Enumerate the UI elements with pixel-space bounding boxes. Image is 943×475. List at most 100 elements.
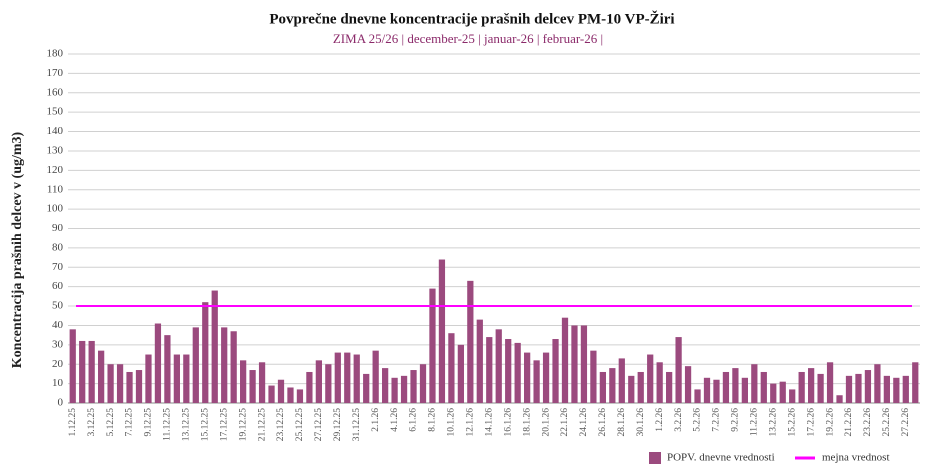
bar	[789, 389, 796, 403]
y-tick-label: 0	[58, 397, 64, 409]
bar	[495, 329, 502, 403]
bar	[902, 375, 909, 403]
bar	[533, 360, 540, 403]
bar	[666, 371, 673, 403]
y-tick-label: 140	[47, 125, 64, 137]
bar	[571, 325, 578, 403]
x-tick-label: 27.2.26	[901, 408, 911, 437]
x-tick-label: 15.2.26	[787, 408, 797, 437]
bar	[69, 329, 76, 403]
bar	[98, 350, 105, 403]
bar	[524, 352, 531, 403]
bar	[675, 337, 682, 403]
bar	[457, 344, 464, 403]
bar	[419, 364, 427, 403]
bar	[703, 377, 711, 403]
y-tick-label: 80	[52, 241, 64, 253]
bar	[315, 360, 322, 403]
x-tick-label: 25.12.25	[295, 408, 305, 442]
y-axis-label: Koncentracija prašnih delcev v (ug/m3)	[10, 131, 25, 368]
bar	[912, 362, 919, 403]
legend-label: POPV. dnevne vrednosti	[667, 452, 775, 464]
bar	[561, 317, 569, 403]
x-tick-label: 1.12.25	[68, 408, 78, 437]
x-tick-label: 18.1.26	[522, 408, 532, 437]
x-tick-label: 25.2.26	[882, 408, 892, 437]
bar	[845, 375, 853, 403]
x-tick-label: 7.12.25	[125, 408, 135, 437]
bar	[325, 364, 332, 403]
bar	[211, 290, 218, 403]
y-tick-label: 10	[52, 377, 64, 389]
bar	[183, 354, 190, 403]
bar	[400, 375, 408, 403]
x-tick-label: 24.1.26	[579, 408, 589, 437]
x-tick-label: 23.2.26	[863, 408, 873, 437]
x-tick-label: 20.1.26	[541, 408, 551, 437]
bar	[221, 327, 228, 403]
x-tick-label: 28.1.26	[617, 408, 627, 437]
x-tick-label: 3.2.26	[674, 408, 684, 432]
x-tick-label: 19.2.26	[825, 408, 835, 437]
bar	[542, 352, 550, 403]
bar	[448, 333, 455, 403]
bar	[258, 362, 266, 403]
bar	[760, 371, 767, 403]
y-tick-label: 180	[47, 48, 64, 60]
bar	[249, 370, 256, 403]
bar	[864, 370, 872, 403]
bar	[438, 259, 446, 403]
bar	[855, 373, 862, 403]
x-tick-label: 5.2.26	[693, 408, 703, 432]
x-tick-label: 29.12.25	[333, 408, 343, 442]
bar	[599, 371, 606, 403]
bar	[713, 379, 720, 403]
bar	[751, 364, 758, 403]
x-tick-label: 31.12.25	[352, 408, 362, 442]
bar	[410, 370, 417, 403]
x-tick-label: 8.1.26	[428, 408, 438, 432]
bar	[637, 371, 644, 403]
bar	[798, 371, 805, 403]
legend-label: mejna vrednost	[822, 452, 890, 464]
x-tick-label: 2.1.26	[371, 408, 381, 432]
x-tick-label: 11.2.26	[750, 408, 760, 436]
bar	[287, 387, 294, 403]
bar	[135, 370, 143, 403]
x-tick-label: 11.12.25	[163, 408, 173, 441]
bar	[268, 385, 275, 403]
x-tick-label: 13.2.26	[768, 408, 778, 437]
x-tick-label: 5.12.25	[106, 408, 116, 437]
bar	[779, 381, 786, 403]
bar	[893, 377, 900, 403]
bar	[202, 302, 209, 403]
bar	[363, 373, 370, 403]
x-tick-label: 4.1.26	[390, 408, 400, 432]
chart-subtitle: ZIMA 25/26 | december-25 | januar-26 | f…	[333, 31, 603, 46]
y-tick-label: 160	[47, 86, 64, 98]
bar	[192, 327, 199, 403]
bar	[88, 340, 95, 403]
bar	[344, 352, 351, 403]
bar	[732, 368, 739, 403]
bar	[505, 339, 512, 403]
bar	[684, 366, 692, 403]
bar	[116, 364, 124, 403]
bar	[164, 335, 171, 403]
bar	[467, 280, 474, 403]
y-tick-label: 130	[47, 144, 64, 156]
x-tick-label: 19.12.25	[238, 408, 248, 442]
x-tick-label: 6.1.26	[409, 408, 419, 432]
chart-title: Povprečne dnevne koncentracije prašnih d…	[269, 10, 674, 27]
bar	[817, 373, 824, 403]
bar	[883, 375, 890, 403]
bar	[277, 379, 285, 403]
x-tick-label: 22.1.26	[560, 408, 570, 437]
legend-swatch	[649, 452, 661, 464]
bar	[391, 377, 398, 403]
bar	[353, 354, 360, 403]
x-tick-label: 30.1.26	[636, 408, 646, 437]
x-tick-label: 21.2.26	[844, 408, 854, 437]
bar	[770, 383, 777, 403]
bar	[429, 288, 436, 403]
